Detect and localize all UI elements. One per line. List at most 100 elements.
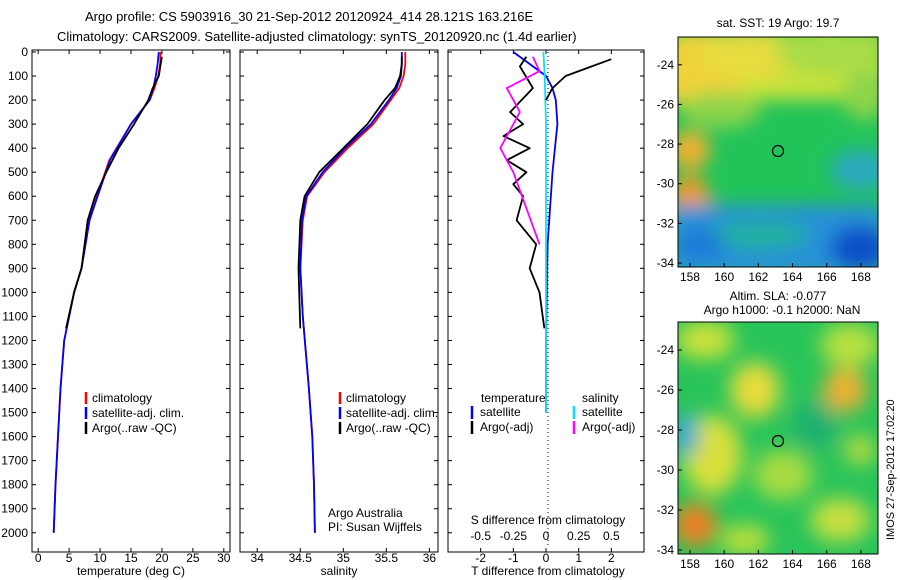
legend-title-temperature: temperature xyxy=(481,391,546,405)
series-line xyxy=(65,56,163,329)
depth-tick-label: 0 xyxy=(21,45,28,59)
temperature-x-axis: 0 5 10 15 20 25 30 xyxy=(35,50,231,565)
temperature-lines xyxy=(52,51,163,533)
depth-tick-label: 1100 xyxy=(2,309,28,323)
series-line xyxy=(545,58,612,101)
map-y-tick-label: -34 xyxy=(657,256,675,270)
temperature-legend: climatology satellite-adj. clim. Argo(..… xyxy=(84,391,184,435)
map-y-tick-label: -30 xyxy=(657,177,675,191)
map-x-tick-label: 160 xyxy=(714,557,734,571)
x-tick-label: 34.5 xyxy=(289,551,313,565)
depth-tick-label: 1200 xyxy=(1,333,28,347)
figure-title-line1: Argo profile: CS 5903916_30 21-Sep-2012 … xyxy=(85,9,533,24)
figure-title-line2: Climatology: CARS2009. Satellite-adjuste… xyxy=(57,29,577,44)
depth-tick-label: 1300 xyxy=(1,358,28,372)
legend-label-climatology: climatology xyxy=(92,391,152,405)
map-x-tick-label: 168 xyxy=(851,270,871,284)
depth-tick-label: 1500 xyxy=(1,406,28,420)
map-x-tick-label: 162 xyxy=(748,270,768,284)
s-tick-label: -0.5 xyxy=(470,529,491,543)
depth-tick-label: 1900 xyxy=(1,502,28,516)
x-tick-label: 5 xyxy=(66,551,73,565)
x-tick-label: 20 xyxy=(155,551,169,565)
sla-map-axes: 158 160 162 164 166 168 -24 -26 -28 -30 -32 -34 xyxy=(657,343,872,571)
x-tick-label: -2 xyxy=(475,551,486,565)
timestamp: IMOS 27-Sep-2012 17:02:20 xyxy=(885,399,897,540)
x-tick-label: 2 xyxy=(608,551,615,565)
sst-map-frame xyxy=(677,36,879,268)
map-y-tick-label: -28 xyxy=(657,423,675,437)
legend-label-satellite: satellite-adj. clim. xyxy=(92,406,184,420)
sla-map-frame xyxy=(677,321,879,555)
map-y-tick-label: -24 xyxy=(657,343,675,357)
map-y-tick-label: -26 xyxy=(657,97,675,111)
x-tick-label: 15 xyxy=(124,551,138,565)
map-x-tick-label: 158 xyxy=(680,557,700,571)
legend-label-t-argo: Argo(-adj) xyxy=(480,420,533,434)
salinity-panel xyxy=(239,49,439,553)
sla-map-subtitle: Argo h1000: -0.1 h2000: NaN xyxy=(704,303,861,317)
series-line xyxy=(299,52,403,533)
t-diff-label: T difference from climatology xyxy=(471,564,625,578)
x-tick-label: 34 xyxy=(251,551,265,565)
series-line xyxy=(502,56,546,329)
depth-tick-label: 100 xyxy=(8,69,28,83)
depth-tick-label: 1400 xyxy=(1,382,28,396)
depth-tick-label: 400 xyxy=(8,141,28,155)
sla-map xyxy=(678,322,878,554)
credit-line1: Argo Australia xyxy=(328,506,403,520)
x-tick-label: 0 xyxy=(543,551,550,565)
temperature-xlabel: temperature (deg C) xyxy=(77,564,185,578)
difference-x-axis: -2 -1 0 1 2 -0.5 -0.25 0 0.25 0.5 xyxy=(470,50,620,565)
depth-tick-label: 1000 xyxy=(1,285,28,299)
map-y-tick-label: -30 xyxy=(657,463,675,477)
legend-label-argo: Argo(..raw -QC) xyxy=(346,421,431,435)
series-line xyxy=(52,51,160,533)
s-tick-label: 0.5 xyxy=(603,529,620,543)
s-tick-label: -0.25 xyxy=(500,529,528,543)
map-y-tick-label: -32 xyxy=(657,216,675,230)
legend-label-satellite: satellite-adj. clim. xyxy=(346,406,438,420)
x-tick-label: 30 xyxy=(217,551,231,565)
series-line xyxy=(542,51,547,413)
temperature-panel xyxy=(31,49,231,553)
series-line xyxy=(297,56,403,329)
depth-tick-label: 900 xyxy=(8,261,28,275)
map-x-tick-label: 166 xyxy=(817,557,837,571)
x-tick-label: 35 xyxy=(337,551,351,565)
legend-label-climatology: climatology xyxy=(346,391,406,405)
sst-map-title: sat. SST: 19 Argo: 19.7 xyxy=(717,16,840,30)
map-y-tick-label: -32 xyxy=(657,503,675,517)
x-tick-label: 36 xyxy=(423,551,437,565)
depth-tick-label: 600 xyxy=(8,189,28,203)
map-x-tick-label: 166 xyxy=(817,270,837,284)
depth-tick-label: 2000 xyxy=(1,526,28,540)
depth-tick-label: 800 xyxy=(8,237,28,251)
map-y-tick-label: -26 xyxy=(657,383,675,397)
x-tick-label: 10 xyxy=(93,551,107,565)
x-tick-label: 35.5 xyxy=(375,551,399,565)
s-tick-label: 0 xyxy=(543,529,550,543)
x-tick-label: 25 xyxy=(186,551,200,565)
difference-lines xyxy=(499,51,612,413)
depth-tick-label: 500 xyxy=(8,165,28,179)
salinity-lines xyxy=(297,52,407,533)
salinity-xlabel: salinity xyxy=(321,564,358,578)
legend-label-argo: Argo(..raw -QC) xyxy=(92,421,177,435)
map-x-tick-label: 164 xyxy=(783,270,803,284)
series-line xyxy=(499,56,541,245)
sst-map xyxy=(678,37,878,267)
x-tick-label: 0 xyxy=(35,551,42,565)
argo-location-marker xyxy=(771,144,785,158)
x-tick-label: -1 xyxy=(508,551,519,565)
sla-map-title: Altim. SLA: -0.077 xyxy=(730,289,827,303)
map-x-tick-label: 168 xyxy=(851,557,871,571)
legend-label-s-argo: Argo(-adj) xyxy=(582,420,635,434)
difference-legend: temperature salinity satellite Argo(-adj… xyxy=(470,391,635,434)
map-y-tick-label: -24 xyxy=(657,58,675,72)
map-x-tick-label: 160 xyxy=(714,270,734,284)
depth-tick-label: 300 xyxy=(8,117,28,131)
argo-location-marker xyxy=(771,434,785,448)
